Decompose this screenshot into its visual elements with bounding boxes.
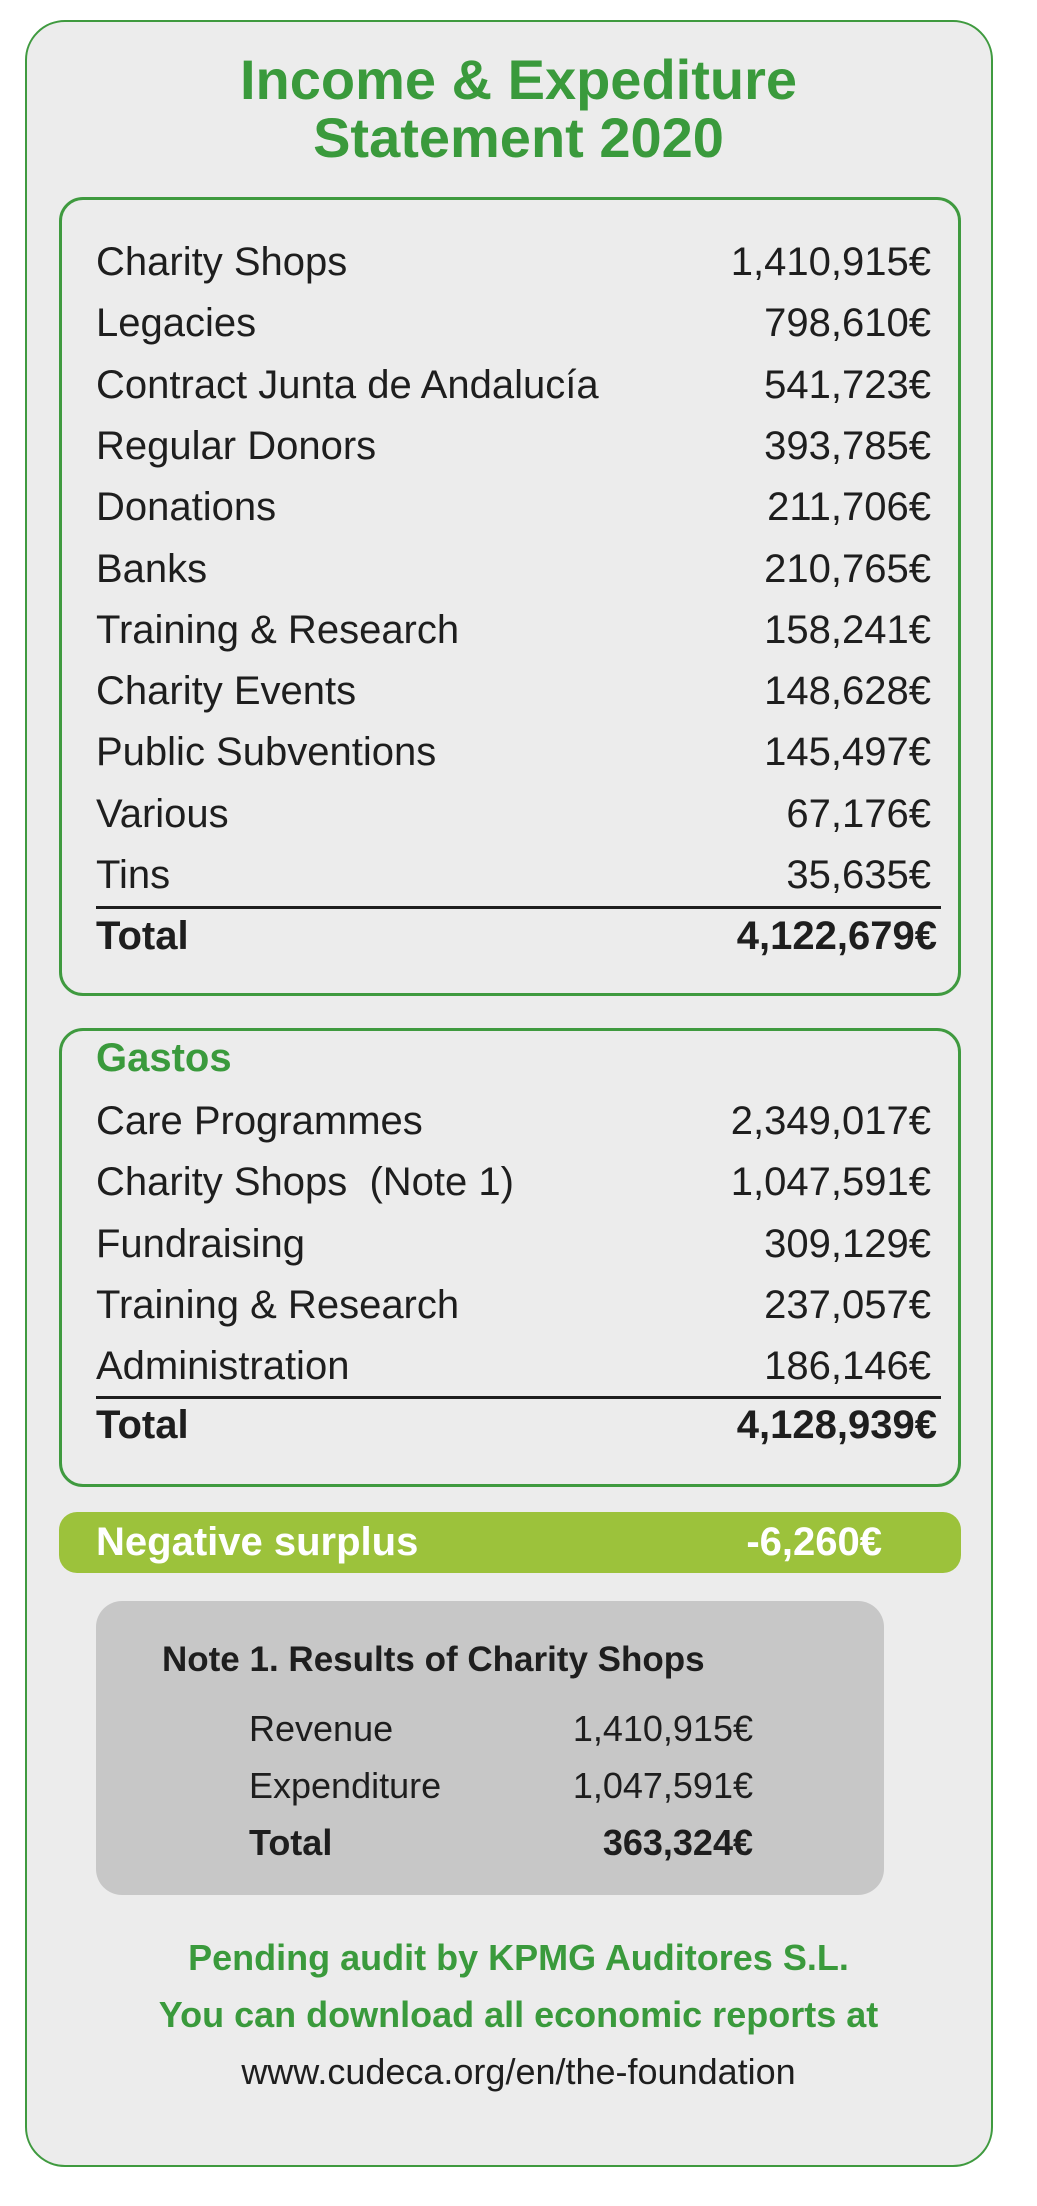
income-row-label: Tins [96, 853, 171, 897]
note-box [96, 1601, 884, 1895]
income-row-label: Charity Shops [96, 240, 348, 284]
income-row-label: Public Subventions [96, 730, 437, 775]
surplus-bar [59, 1512, 961, 1573]
income-box [59, 197, 961, 996]
income-row-amount: 67,176€ [786, 791, 931, 836]
note-title: Note 1. Results of Charity Shops [162, 1640, 705, 1679]
expenditure-box [59, 1028, 961, 1487]
note-total-amount: 363,324€ [602, 1822, 753, 1863]
expenditure-row-amount: 309,129€ [764, 1221, 931, 1266]
income-row-amount: 148,628€ [764, 669, 931, 714]
income-row-amount: 798,610€ [764, 301, 931, 346]
footer-line: Pending audit by KPMG Auditores S.L. [188, 1937, 849, 1978]
income-row-amount: 35,635€ [786, 853, 931, 897]
expenditure-row-amount: 237,057€ [764, 1282, 931, 1327]
title-line: Income & Expediture [239, 48, 798, 111]
note-row-label: Expenditure [249, 1765, 442, 1806]
income-row-amount: 158,241€ [764, 607, 931, 652]
income-row-amount: 1,410,915€ [730, 240, 931, 284]
expenditure-row-amount: 186,146€ [764, 1344, 931, 1389]
expenditure-total-rule [96, 1396, 941, 1399]
income-row-label: Regular Donors [96, 423, 377, 468]
expenditure-row-amount: 2,349,017€ [730, 1099, 931, 1143]
income-total-rule [96, 906, 941, 909]
expenditure-row-amount: 1,047,591€ [730, 1160, 931, 1205]
footer-line: www.cudeca.org/en/the-foundation [241, 2051, 796, 2092]
income-row-label: Charity Events [96, 669, 357, 714]
income-row-amount: 541,723€ [764, 362, 931, 407]
income-row-amount: 393,785€ [764, 423, 931, 468]
expenditure-total-label: Total [96, 1403, 189, 1447]
surplus-amount: -6,260€ [746, 1520, 882, 1564]
expenditure-row-label: Administration [96, 1344, 350, 1389]
footer-line: You can download all economic reports at [158, 1994, 879, 2035]
note-row-amount: 1,047,591€ [572, 1765, 753, 1806]
income-row-amount: 211,706€ [767, 485, 931, 530]
note-total-label: Total [249, 1822, 333, 1863]
expenditure-row-label: Fundraising [96, 1221, 306, 1266]
expenditure-row-label: Charity Shops (Note 1) [96, 1160, 514, 1205]
note-row-label: Revenue [249, 1708, 394, 1749]
surplus-label: Negative surplus [96, 1520, 419, 1564]
income-row-label: Legacies [96, 301, 257, 346]
income-row-label: Banks [96, 546, 208, 591]
income-total-label: Total [96, 914, 189, 958]
income-row-label: Contract Junta de Andalucía [96, 362, 599, 407]
income-row-amount: 145,497€ [764, 730, 931, 775]
income-total-amount: 4,122,679€ [736, 914, 937, 958]
expenditure-row-label: Care Programmes [96, 1099, 423, 1143]
income-row-amount: 210,765€ [764, 546, 931, 591]
title-line: Statement 2020 [313, 106, 724, 169]
expenditure-heading: Gastos [96, 1036, 232, 1080]
income-row-label: Donations [96, 485, 277, 530]
income-row-label: Various [96, 791, 229, 836]
expenditure-row-label: Training & Research [96, 1282, 460, 1327]
income-row-label: Training & Research [96, 607, 460, 652]
expenditure-total-amount: 4,128,939€ [736, 1403, 937, 1447]
note-row-amount: 1,410,915€ [572, 1708, 753, 1749]
